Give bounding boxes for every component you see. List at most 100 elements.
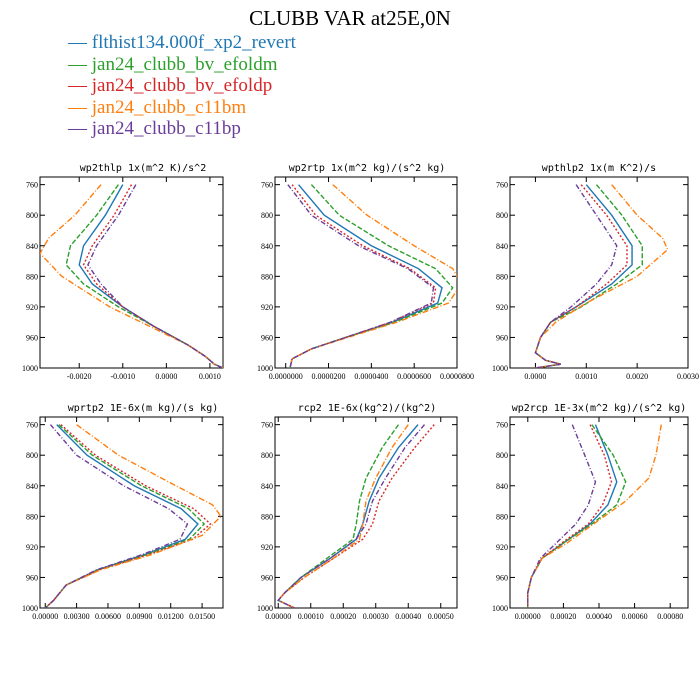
y-tick-label: 960 <box>26 333 38 342</box>
series-line <box>44 424 189 608</box>
series-line <box>277 424 426 608</box>
series-line <box>277 424 419 608</box>
chart-title: CLUBB VAR at25E,0N <box>249 6 451 30</box>
y-tick-label: 800 <box>26 211 38 220</box>
series-line <box>289 184 457 368</box>
legend-line: — <box>68 118 87 139</box>
x-tick-label: 0.00010 <box>298 612 324 621</box>
y-tick-label: 840 <box>496 242 508 251</box>
y-tick-label: 920 <box>26 303 38 312</box>
x-tick-label: 0.0000600 <box>397 372 431 381</box>
series-line <box>78 184 223 368</box>
y-tick-label: 760 <box>261 421 273 430</box>
x-tick-label: 0.0000400 <box>354 372 388 381</box>
x-tick-label: 0.00060 <box>622 612 648 621</box>
y-tick-label: 800 <box>26 451 38 460</box>
y-tick-label: 1000 <box>257 604 273 613</box>
y-tick-label: 1000 <box>257 364 273 373</box>
series-line <box>534 184 628 368</box>
plot-frame <box>39 416 224 609</box>
legend-line: — <box>68 32 87 53</box>
y-tick-label: 760 <box>496 421 508 430</box>
y-tick-label: 800 <box>496 211 508 220</box>
plot-panel: wp2thlp 1x(m^2 K)/s^2 760 800 840 880 920 960 1… <box>22 163 224 381</box>
y-tick-label: 960 <box>496 573 508 582</box>
y-tick-label: 800 <box>261 211 273 220</box>
x-tick-label: 0.00600 <box>95 612 121 621</box>
x-tick-label: 0.0000 <box>155 372 177 381</box>
series-line <box>527 424 613 608</box>
series-line <box>65 184 223 368</box>
y-tick-label: 840 <box>261 242 273 251</box>
series-line <box>534 184 633 368</box>
x-tick-label: 0.0000800 <box>440 372 474 381</box>
plot-title: wp2rcp 1E-3x(m^2 kg)/(s^2 kg) <box>512 403 687 414</box>
legend-item: — jan24_clubb_bv_efoldp <box>68 75 296 97</box>
y-tick-label: 960 <box>496 333 508 342</box>
y-tick-label: 880 <box>496 512 508 521</box>
legend-label: jan24_clubb_c11bm <box>91 96 247 118</box>
x-tick-label: 0.00000 <box>32 612 58 621</box>
x-tick-label: 0.00020 <box>330 612 356 621</box>
x-tick-label: 0.0010 <box>199 372 221 381</box>
y-tick-label: 800 <box>496 451 508 460</box>
y-tick-label: 880 <box>261 512 273 521</box>
y-tick-label: 880 <box>26 272 38 281</box>
plot-frame <box>509 416 689 609</box>
plot-frame <box>39 176 224 369</box>
x-tick-label: 0.00000 <box>265 612 291 621</box>
series-line <box>534 184 618 368</box>
y-tick-label: 960 <box>26 573 38 582</box>
y-tick-label: 760 <box>261 181 273 190</box>
legend-line: — <box>68 75 87 96</box>
y-tick-label: 920 <box>26 543 38 552</box>
y-tick-label: 1000 <box>492 604 508 613</box>
x-tick-label: 0.0020 <box>626 372 648 381</box>
y-tick-label: 800 <box>261 451 273 460</box>
x-tick-label: 0.00000 <box>515 612 541 621</box>
plot-title: wprtp2 1E-6x(m kg)/(s kg) <box>68 403 219 414</box>
y-tick-label: 1000 <box>22 604 38 613</box>
x-tick-label: -0.0010 <box>110 372 135 381</box>
x-tick-label: 0.00080 <box>657 612 683 621</box>
x-tick-label: 0.0030 <box>677 372 699 381</box>
series-line <box>277 424 435 608</box>
series-line <box>87 184 223 368</box>
x-tick-label: 0.0000200 <box>312 372 346 381</box>
y-tick-label: 760 <box>26 421 38 430</box>
y-tick-label: 1000 <box>22 364 38 373</box>
plot-panel: wp2rcp 1E-3x(m^2 kg)/(s^2 kg) 760 800 840 88… <box>492 403 689 621</box>
plot-title: wp2rtp 1x(m^2 kg)/(s^2 kg) <box>289 163 446 174</box>
series-line <box>277 424 400 608</box>
x-tick-label: 0.0000 <box>524 372 546 381</box>
series-line <box>527 424 627 608</box>
x-tick-label: 0.00020 <box>550 612 576 621</box>
series-line <box>289 184 454 368</box>
y-tick-label: 960 <box>261 333 273 342</box>
y-tick-label: 880 <box>261 272 273 281</box>
series-line <box>534 184 643 368</box>
plot-panel: rcp2 1E-6x(kg^2)/(kg^2) 760 800 840 880 920 96… <box>257 403 458 621</box>
plot-frame <box>274 176 458 369</box>
plot-panel: wprtp2 1E-6x(m kg)/(s kg) 760 800 840 880 920… <box>22 403 224 621</box>
y-tick-label: 760 <box>26 181 38 190</box>
legend-item: — jan24_clubb_c11bp <box>68 118 296 140</box>
y-tick-label: 1000 <box>492 364 508 373</box>
series-line <box>44 424 199 608</box>
x-tick-label: 0.0010 <box>575 372 597 381</box>
y-tick-label: 760 <box>496 181 508 190</box>
y-tick-label: 840 <box>496 482 508 491</box>
plot-frame <box>509 176 689 369</box>
plot-title: wpthlp2 1x(m K^2)/s <box>542 163 656 174</box>
plot-title: wp2thlp 1x(m^2 K)/s^2 <box>80 163 206 174</box>
series-line <box>44 424 222 608</box>
y-tick-label: 920 <box>261 303 273 312</box>
y-tick-label: 920 <box>496 543 508 552</box>
y-tick-label: 840 <box>26 482 38 491</box>
x-tick-label: 0.00040 <box>586 612 612 621</box>
y-tick-label: 920 <box>261 543 273 552</box>
y-tick-label: 840 <box>26 242 38 251</box>
legend-label: flthist134.000f_xp2_revert <box>91 32 296 53</box>
y-tick-label: 880 <box>26 512 38 521</box>
